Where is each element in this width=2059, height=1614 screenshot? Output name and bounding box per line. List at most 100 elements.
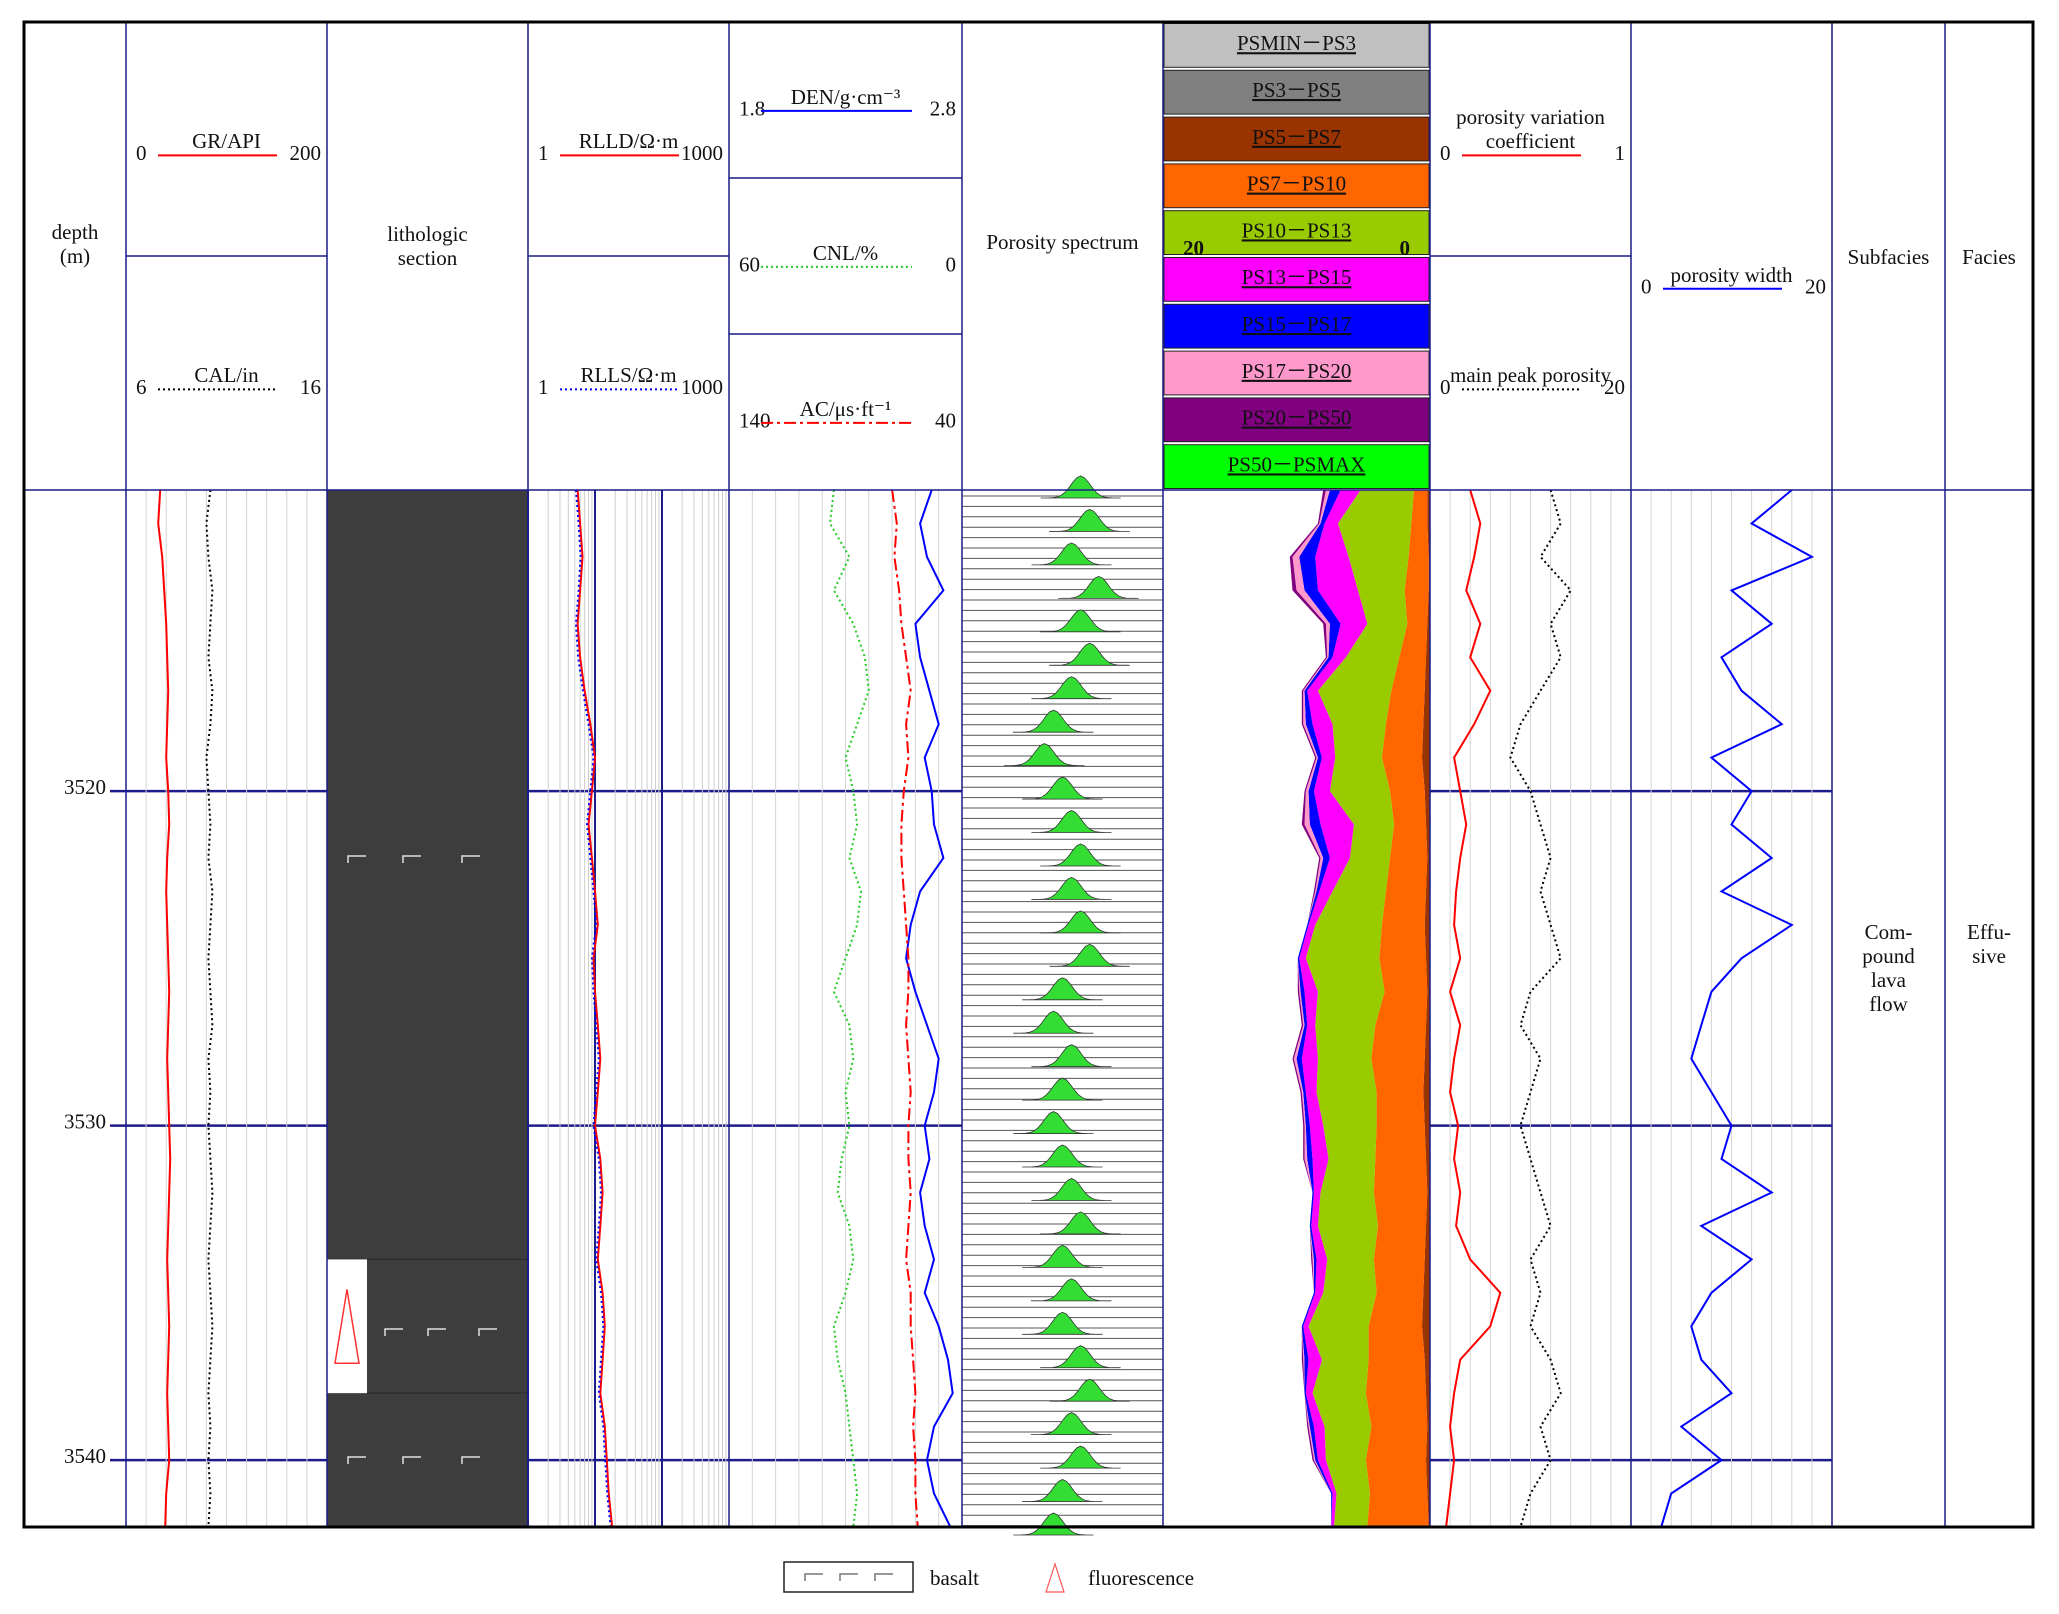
track-title: lithologic section (387, 222, 468, 270)
legend-swatch (1163, 397, 1430, 443)
scale-min: 0 (1440, 375, 1451, 399)
bin-area (1296, 490, 1341, 1527)
spectrum-peak (1012, 1010, 1094, 1034)
fluorescence-box (327, 1259, 367, 1394)
depth-label: 3540 (64, 1444, 106, 1468)
bin-area (1422, 490, 1430, 1527)
scale-max: 0 (1400, 236, 1411, 260)
spectrum-peak (1022, 977, 1103, 1001)
legend-label: PS20－PS50 (1242, 406, 1352, 430)
spectrum-peak (1040, 609, 1121, 633)
scale-max: 1000 (681, 141, 723, 165)
spectrum-peak (1040, 475, 1121, 499)
spectrum-peak (1031, 1178, 1112, 1201)
legend-label: basalt (930, 1566, 979, 1590)
spectrum-peak (1022, 1479, 1103, 1502)
depth-header: depth (m) (51, 220, 99, 268)
curve (205, 489, 214, 1528)
curve (1660, 489, 1815, 1528)
legend-swatch (1163, 257, 1430, 302)
track-title: Facies (1962, 245, 2016, 269)
bin-area (1299, 490, 1368, 1527)
scale-max: 2.8 (930, 97, 956, 121)
spectrum-peak (1048, 509, 1130, 532)
spectrum-peak (1040, 1211, 1121, 1235)
track-label: Effu-sive (1967, 920, 2011, 968)
legend-swatch (1163, 350, 1430, 396)
spectrum-peak (1031, 810, 1112, 833)
scale-max: 20 (1805, 275, 1826, 299)
legend-label: PS10－PS13 (1242, 218, 1352, 242)
basalt-symbol (347, 855, 366, 863)
bin-area (1365, 490, 1429, 1527)
curve (891, 489, 919, 1528)
legend-label: PS17－PS20 (1242, 359, 1352, 383)
basalt-symbol (461, 1456, 480, 1464)
spectrum-peak (1040, 910, 1121, 934)
scale-max: 40 (935, 409, 956, 433)
frame (22, 20, 2035, 1529)
curve (1445, 489, 1502, 1528)
spectrum-peak (1022, 1244, 1103, 1268)
spectrum-peak (1013, 1512, 1094, 1536)
depth-label: 3530 (64, 1109, 106, 1133)
series-name: CAL/in (194, 363, 259, 388)
basalt-symbol (402, 1456, 421, 1464)
scale-min: 1 (538, 375, 549, 399)
scale-min: 60 (739, 253, 760, 277)
basalt-symbol (384, 1328, 403, 1336)
basalt-symbol (461, 855, 480, 863)
legend-swatch (1163, 210, 1430, 255)
basalt-symbol (839, 1573, 858, 1581)
series-name: main peak porosity (1450, 363, 1611, 388)
scale-max: 0 (946, 253, 957, 277)
legend-swatch (1163, 69, 1430, 115)
spectrum-peak (1040, 1345, 1121, 1369)
spectrum-peak (1031, 1044, 1112, 1068)
lithology-interval (326, 489, 529, 1260)
scale-min: 0 (1440, 141, 1451, 165)
legend-swatch (1163, 444, 1430, 490)
legend-label: fluorescence (1088, 1566, 1194, 1590)
scale-min: 1 (538, 141, 549, 165)
track-title: Subfacies (1847, 245, 1930, 269)
track-title: Porosity spectrum (986, 230, 1139, 254)
series-name: CNL/% (812, 240, 879, 265)
basalt-symbol (874, 1573, 893, 1581)
curve (905, 489, 954, 1528)
spectrum-peak (1022, 1077, 1103, 1101)
spectrum-peak (1004, 743, 1085, 767)
lithology-interval (326, 1392, 529, 1528)
series-name: GR/API (192, 129, 261, 154)
fluorescence-symbol (1045, 1562, 1065, 1593)
legend-label: PS5－PS7 (1252, 125, 1341, 149)
scale-max: 16 (300, 375, 321, 399)
legend-label: PS13－PS15 (1242, 265, 1352, 289)
bin-area (1305, 490, 1414, 1527)
spectrum-peak (1058, 575, 1139, 599)
depth-label: 3520 (64, 775, 106, 799)
legend-swatch (1163, 116, 1430, 162)
spectrum-peak (1022, 1144, 1103, 1168)
basalt-symbol (478, 1328, 497, 1336)
scale-min: 140 (739, 409, 771, 433)
spectrum-peak (1031, 542, 1112, 566)
spectrum-peak (1012, 709, 1094, 733)
curve (574, 489, 612, 1528)
spectrum-peak (1030, 1278, 1112, 1302)
spectrum-peak (1040, 843, 1121, 867)
scale-min: 1.8 (739, 97, 765, 121)
series-name: DEN/g·cm⁻³ (790, 84, 901, 109)
series-name: porosity width (1670, 262, 1793, 287)
spectrum-peak (1031, 876, 1112, 900)
scale-min: 6 (136, 375, 147, 399)
scale-max: 1000 (681, 375, 723, 399)
scale-min: 0 (1641, 275, 1652, 299)
legend-label: PS3－PS5 (1252, 78, 1341, 102)
curve (828, 489, 870, 1528)
spectrum-peak (1030, 1412, 1112, 1436)
track-label: Com-pound lava flow (1862, 920, 1915, 1016)
series-name: AC/μs·ft⁻¹ (799, 396, 892, 421)
